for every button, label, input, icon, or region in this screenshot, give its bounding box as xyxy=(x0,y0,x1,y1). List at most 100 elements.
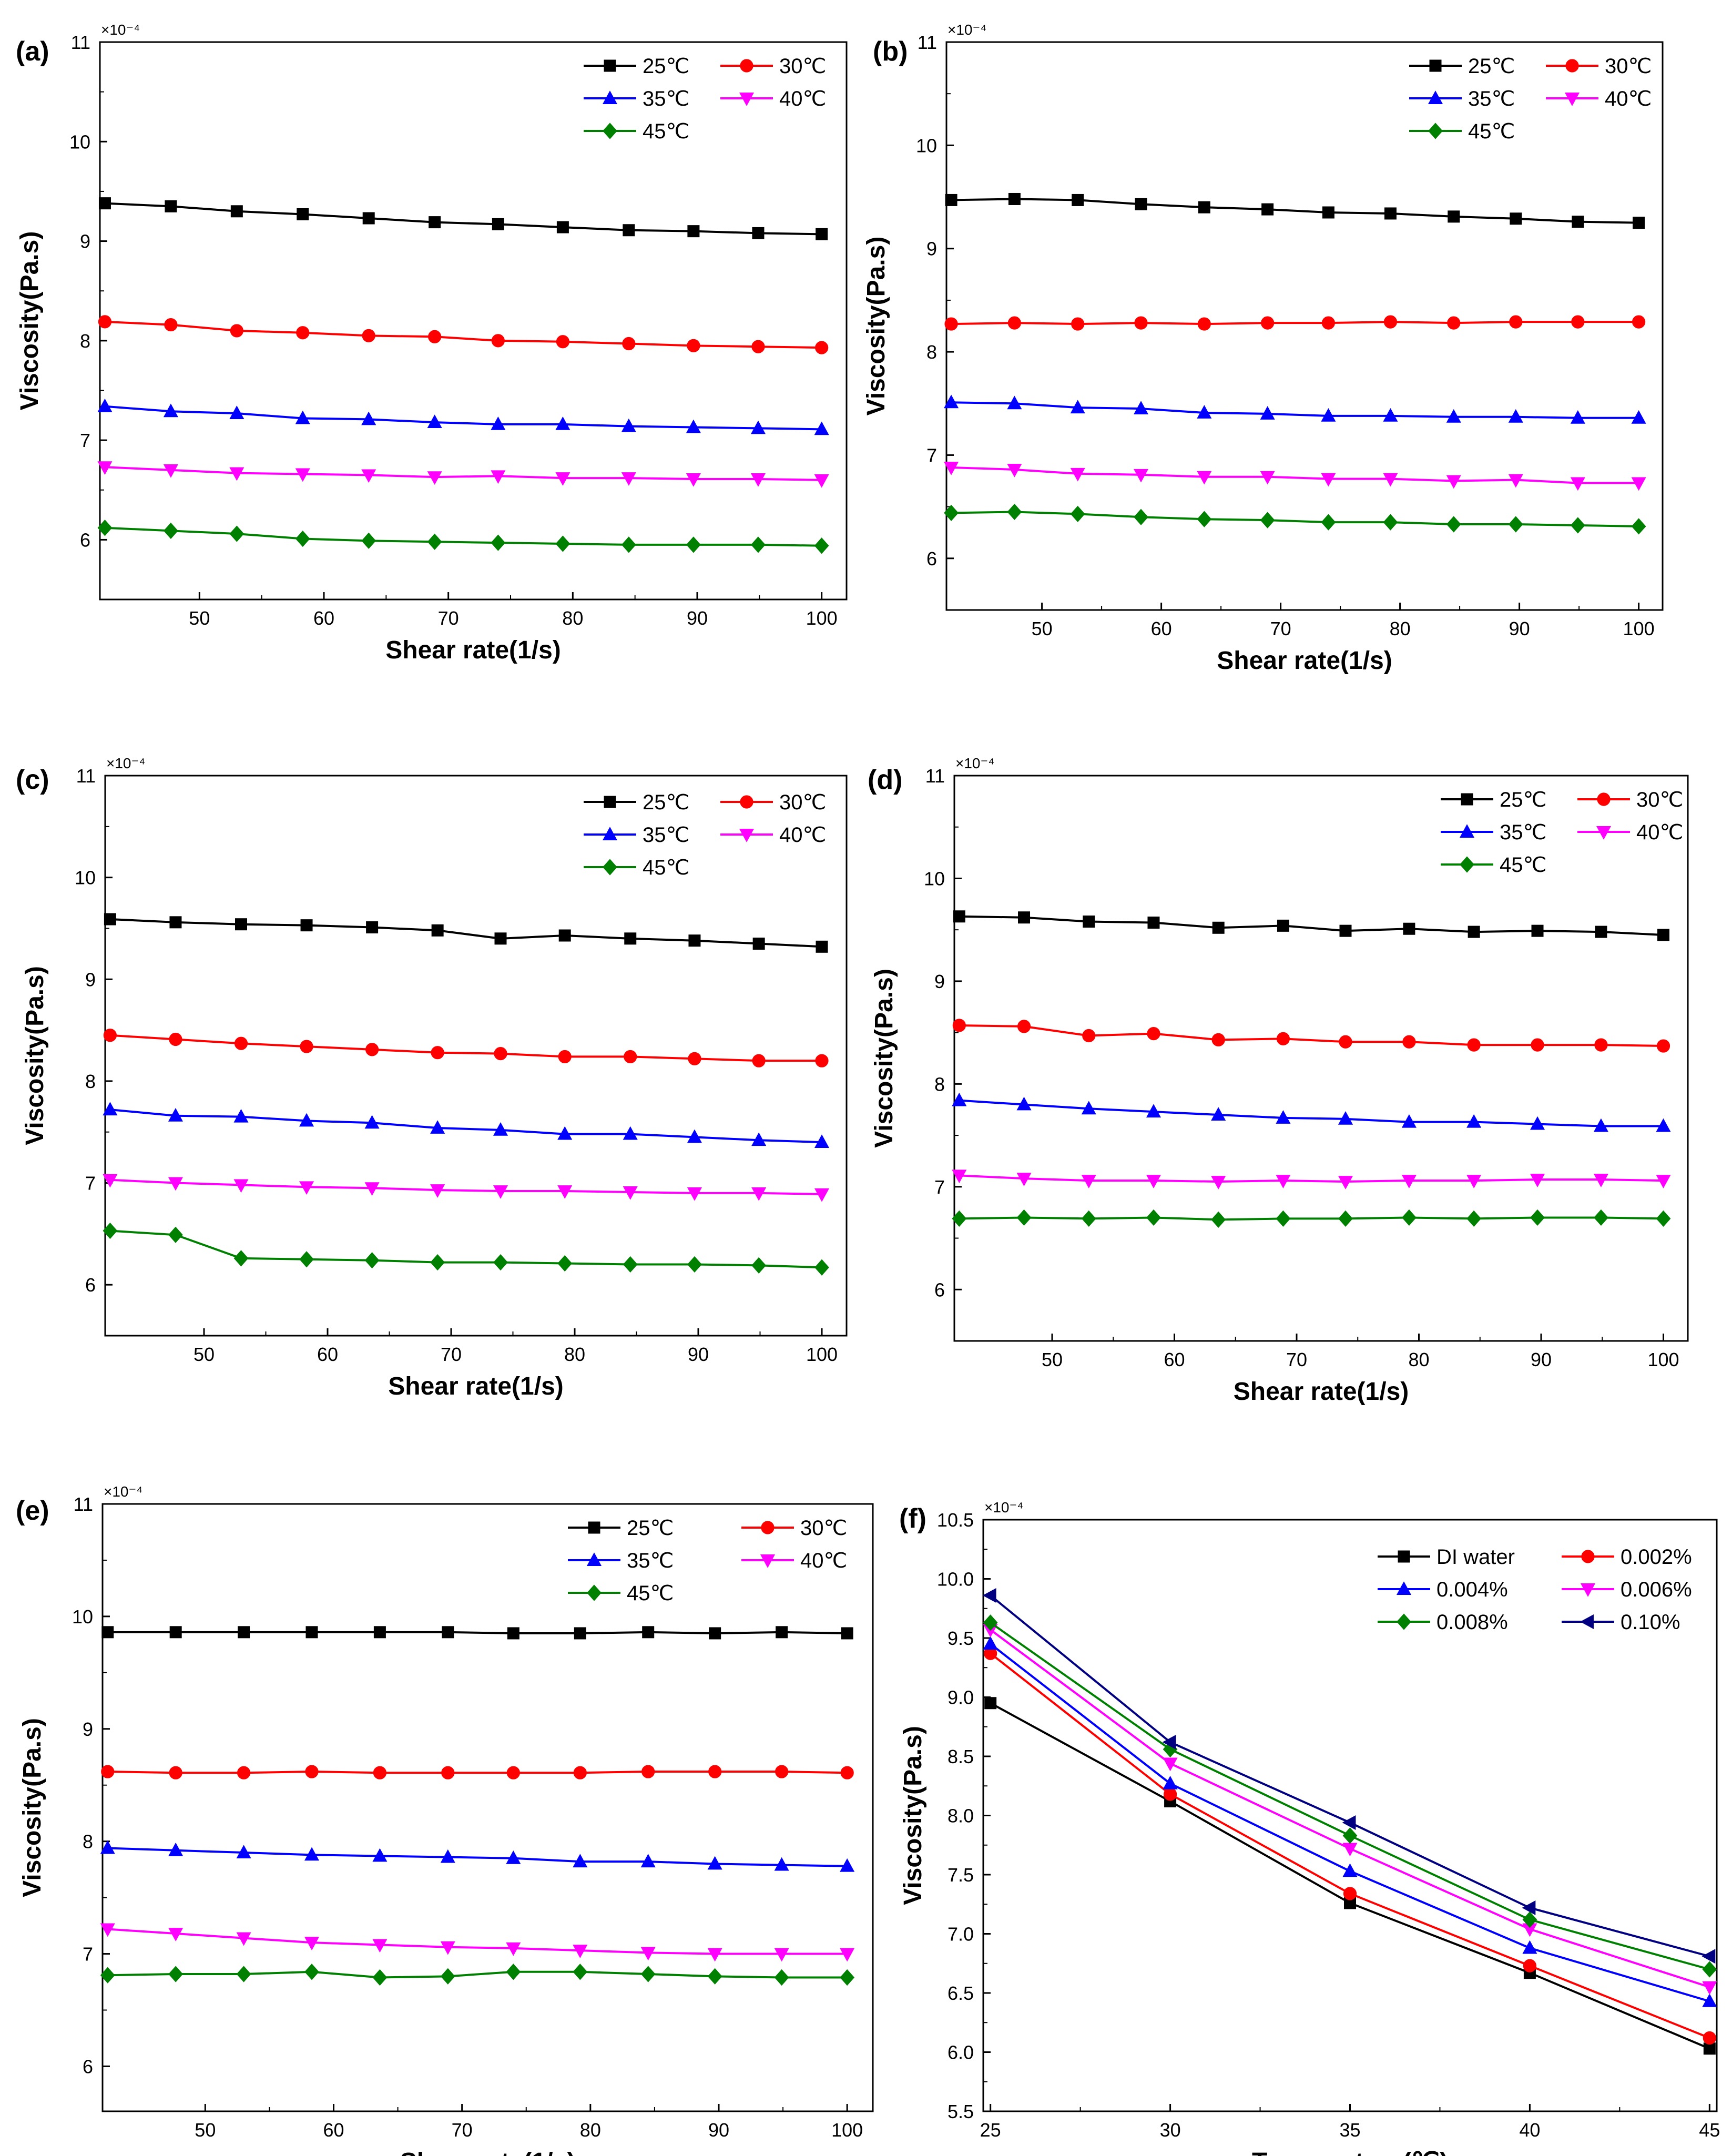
data-point xyxy=(235,918,247,931)
x-tick-label: 50 xyxy=(1032,618,1053,639)
legend-marker xyxy=(603,123,617,139)
data-point xyxy=(1342,1827,1358,1844)
series-line xyxy=(951,511,1639,527)
data-point xyxy=(100,1840,115,1854)
data-point xyxy=(1631,518,1646,535)
data-point xyxy=(953,910,965,923)
data-point xyxy=(97,520,113,536)
legend-marker xyxy=(740,795,753,809)
series-30℃ xyxy=(98,315,829,354)
data-point xyxy=(1146,1104,1162,1118)
data-point xyxy=(1530,1209,1545,1226)
legend-marker xyxy=(602,90,618,104)
data-point xyxy=(1467,1038,1481,1052)
data-point xyxy=(1321,408,1336,422)
data-point xyxy=(1260,512,1275,528)
data-point xyxy=(1530,1116,1545,1130)
series-35℃ xyxy=(103,1102,830,1148)
legend-marker xyxy=(1597,792,1611,806)
series-45℃ xyxy=(944,503,1646,535)
data-point xyxy=(236,1845,251,1859)
data-point xyxy=(840,1858,855,1872)
data-point xyxy=(558,929,571,942)
panel-label: (a) xyxy=(16,36,49,67)
data-point xyxy=(493,1122,508,1136)
x-tick-label: 40 xyxy=(1519,2119,1540,2141)
series-line xyxy=(110,1229,822,1269)
data-point xyxy=(1508,474,1523,488)
y-tick-label: 9 xyxy=(85,969,96,990)
data-point xyxy=(233,1250,249,1267)
data-point xyxy=(361,469,376,483)
data-point xyxy=(304,1937,320,1950)
series-0.10% xyxy=(982,1588,1716,1964)
data-point xyxy=(1656,1175,1671,1188)
data-point xyxy=(1531,1038,1544,1052)
data-point xyxy=(1402,1035,1416,1049)
data-point xyxy=(840,1969,855,1986)
y-tick-label: 6.0 xyxy=(947,2042,974,2063)
legend-label: 25℃ xyxy=(627,1517,674,1540)
data-point xyxy=(707,1968,722,1985)
series-line xyxy=(110,1034,822,1062)
data-point xyxy=(103,1222,118,1239)
data-point xyxy=(427,533,442,550)
data-point xyxy=(1338,1210,1353,1227)
data-point xyxy=(574,1627,586,1640)
legend-label: 0.002% xyxy=(1621,1545,1692,1569)
x-tick-label: 70 xyxy=(1270,618,1291,639)
data-point xyxy=(1594,1038,1608,1052)
x-tick-label: 70 xyxy=(452,2119,473,2141)
series-line xyxy=(105,202,822,236)
data-point xyxy=(507,1627,519,1640)
data-point xyxy=(100,1967,115,1984)
data-point xyxy=(1211,1033,1225,1046)
data-point xyxy=(362,212,375,225)
y-tick-label: 9 xyxy=(926,238,937,260)
series-40℃ xyxy=(952,1169,1671,1189)
data-point xyxy=(1072,194,1084,206)
y-tick-label: 7 xyxy=(926,444,937,466)
data-point xyxy=(814,537,829,554)
series-35℃ xyxy=(100,1840,855,1872)
data-point xyxy=(305,1765,319,1778)
data-point xyxy=(983,1614,998,1631)
data-point xyxy=(622,337,636,351)
legend-marker xyxy=(604,796,616,808)
legend-marker xyxy=(603,859,617,876)
data-point xyxy=(506,1942,521,1956)
y-tick-label: 6 xyxy=(934,1279,945,1300)
data-point xyxy=(364,1182,380,1196)
data-point xyxy=(1007,395,1022,410)
data-point xyxy=(1211,1107,1226,1121)
data-point xyxy=(440,1849,455,1863)
legend-label: 40℃ xyxy=(1605,87,1652,110)
data-point xyxy=(1339,924,1352,937)
x-tick-label: 80 xyxy=(564,1344,585,1365)
data-point xyxy=(1163,1787,1177,1801)
data-point xyxy=(1522,1900,1536,1916)
y-tick-label: 11 xyxy=(76,765,96,787)
data-point xyxy=(230,205,243,218)
data-point xyxy=(556,221,569,233)
series-line xyxy=(105,320,822,349)
data-point xyxy=(1702,1949,1716,1964)
data-point xyxy=(1008,192,1021,205)
y-tick-label: 10 xyxy=(69,131,90,152)
data-point xyxy=(555,535,570,552)
plot-frame xyxy=(101,1503,874,2112)
data-point xyxy=(774,1857,789,1871)
data-point xyxy=(431,924,444,937)
data-point xyxy=(430,1254,445,1271)
data-point xyxy=(366,921,379,934)
data-point xyxy=(295,410,310,424)
x-tick-label: 60 xyxy=(317,1344,338,1365)
data-point xyxy=(1081,1175,1096,1188)
legend: 25℃ 30℃ 35℃ 40℃ 45℃ xyxy=(584,791,826,879)
data-point xyxy=(1197,317,1211,331)
data-point xyxy=(752,227,765,239)
data-point xyxy=(1383,408,1398,422)
data-point xyxy=(234,1036,248,1050)
y-tick-label: 9 xyxy=(934,971,945,992)
data-point xyxy=(1343,1887,1357,1900)
